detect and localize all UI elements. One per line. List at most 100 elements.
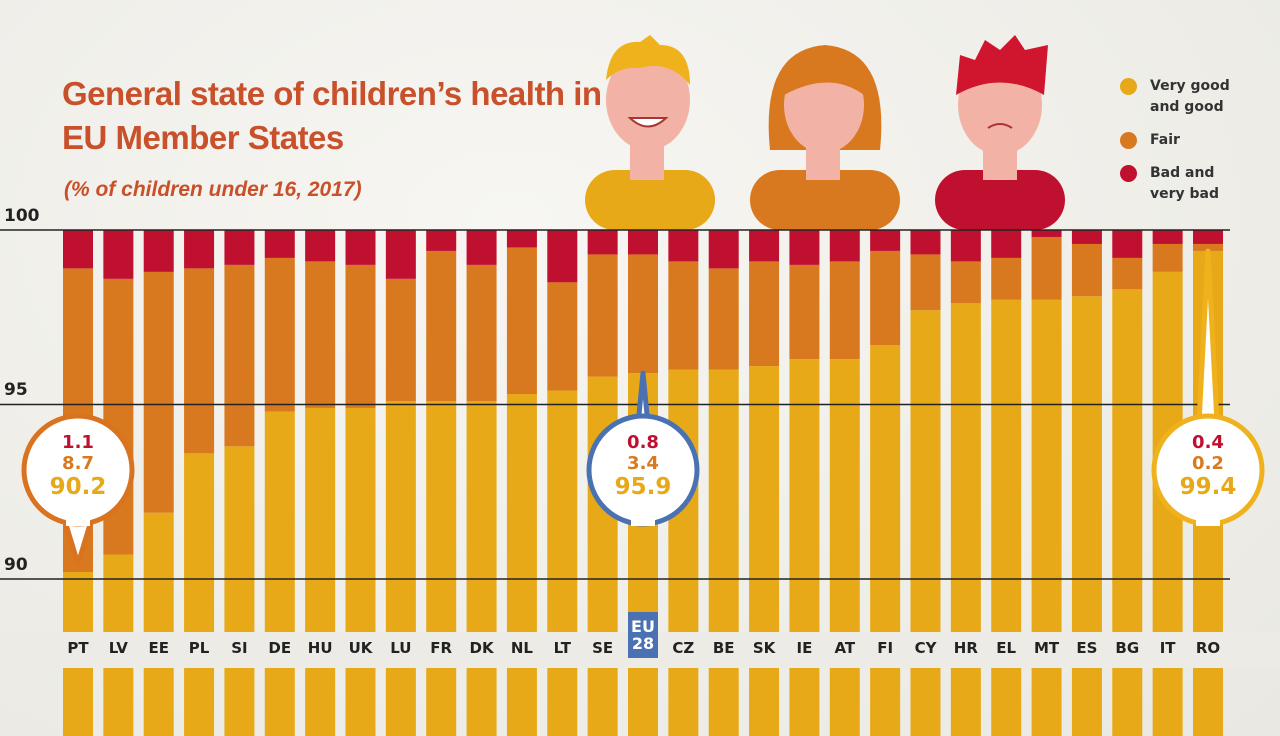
bar-segment — [950, 230, 981, 262]
x-tick-label: EE — [148, 639, 169, 657]
bar-segment — [1112, 230, 1143, 258]
bar-segment — [950, 261, 981, 304]
data-label: 0.2 — [1192, 453, 1224, 474]
bar-segment — [1071, 296, 1102, 736]
bar-segment — [305, 261, 336, 408]
chart-title: General state of children’s health in EU… — [62, 75, 602, 156]
bar-segment — [103, 230, 134, 279]
bar-segment — [345, 264, 376, 408]
bar-segment — [264, 230, 295, 258]
bar-segment — [224, 264, 255, 447]
bar-segment — [749, 366, 780, 736]
bar-segment — [1031, 236, 1062, 300]
data-label: 1.1 — [62, 432, 94, 453]
callout-label: 0.8 3.4 95.9 — [593, 432, 693, 500]
x-tick-label: CZ — [672, 639, 695, 657]
legend-item: Fair — [1120, 130, 1230, 151]
callout-bubble — [66, 516, 90, 526]
data-label: 99.4 — [1179, 474, 1237, 500]
bar-segment — [506, 247, 537, 395]
bar-segment — [1193, 230, 1223, 244]
bar-segment — [224, 446, 255, 736]
callout-label: 1.1 8.7 90.2 — [28, 432, 128, 500]
bar-segment — [1071, 230, 1102, 244]
x-tick-label: LT — [553, 639, 571, 657]
x-tick-label: EL — [996, 639, 1017, 657]
x-tick-label: NL — [510, 639, 533, 657]
callout-bubble — [1196, 516, 1220, 526]
x-tick-label: SK — [752, 639, 776, 657]
bar-segment — [789, 264, 820, 360]
bar-segment — [305, 407, 336, 736]
illustration — [585, 35, 1065, 230]
x-tick-label: IE — [796, 639, 813, 657]
x-tick-label: FI — [877, 639, 894, 657]
bar-segment — [224, 230, 255, 265]
y-tick-label: 95 — [4, 380, 28, 401]
x-tick-label: IT — [1159, 639, 1176, 657]
bar-segment — [910, 254, 941, 311]
bar-segment — [870, 230, 901, 251]
data-label: 3.4 — [627, 453, 659, 474]
bar-segment — [1112, 289, 1143, 736]
legend-label: Bad and very bad — [1150, 165, 1220, 202]
bar-segment — [910, 230, 941, 255]
legend-swatch — [1120, 165, 1137, 182]
bar-segment — [506, 394, 537, 736]
bar-segment — [426, 250, 457, 401]
y-tick-label: 90 — [4, 554, 28, 575]
x-tick-label: SE — [592, 639, 614, 657]
legend-swatch — [1120, 132, 1137, 149]
bar-segment — [628, 230, 658, 255]
data-label: 0.4 — [1192, 432, 1224, 453]
bar-segment — [345, 407, 376, 736]
bar-segment — [829, 359, 860, 736]
callout-bubble — [631, 516, 655, 526]
x-tick-label: ES — [1076, 639, 1098, 657]
bar-segment — [991, 257, 1022, 300]
data-label: 8.7 — [62, 453, 94, 474]
bar-segment — [264, 257, 295, 412]
data-label: 95.9 — [614, 474, 672, 500]
x-tick-label: HR — [953, 639, 978, 657]
bar-segment — [789, 359, 820, 736]
bar-segment — [184, 268, 215, 454]
bar-segment — [547, 390, 578, 736]
bar-segment — [547, 282, 578, 391]
x-tick-label: PL — [188, 639, 210, 657]
bar-segment — [184, 453, 215, 736]
x-tick-label: BG — [1115, 639, 1140, 657]
callout-label: 0.4 0.2 99.4 — [1158, 432, 1258, 500]
x-tick-label: HU — [307, 639, 333, 657]
bar-segment — [1193, 243, 1223, 251]
bar-segment — [587, 254, 618, 377]
bar-segment — [264, 411, 295, 736]
bar-segment — [1152, 230, 1183, 244]
x-tick-label: DE — [268, 639, 292, 657]
x-tick-label: MT — [1033, 639, 1060, 657]
bar-segment — [143, 512, 174, 736]
bar-segment — [63, 230, 93, 269]
x-tick-label: EU 28 — [628, 612, 658, 658]
bar-segment — [184, 230, 215, 269]
bar-segment — [829, 230, 860, 262]
bar-segment — [345, 230, 376, 265]
y-tick-label: 100 — [4, 206, 40, 226]
bar-segment — [708, 230, 739, 269]
x-tick-label: CY — [914, 639, 937, 657]
data-label: 0.8 — [627, 432, 659, 453]
bar-segment — [1112, 257, 1143, 290]
bar-segment — [870, 250, 901, 346]
bar-segment — [991, 230, 1022, 258]
x-tick-label: UK — [348, 639, 373, 657]
bar-segment — [668, 230, 699, 262]
bar-segment — [1152, 243, 1183, 272]
bar-segment — [1031, 230, 1062, 237]
bar-segment — [385, 230, 416, 279]
x-tick-label: DK — [469, 639, 494, 657]
bar-segment — [466, 264, 497, 401]
bar-segment — [628, 254, 658, 374]
bar-segment — [426, 400, 457, 736]
x-tick-label: PT — [67, 639, 89, 657]
